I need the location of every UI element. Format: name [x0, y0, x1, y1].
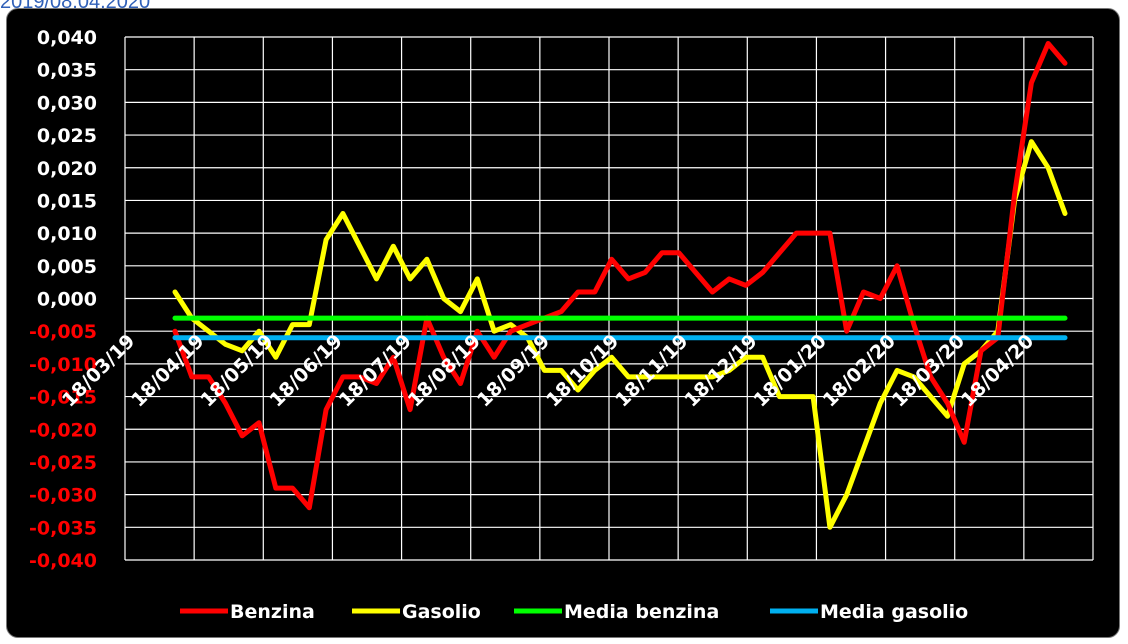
y-tick-label: 0,035: [37, 60, 97, 82]
y-tick-label: -0,030: [29, 485, 97, 507]
y-tick-label: -0,025: [29, 452, 97, 474]
legend-label: Gasolio: [402, 601, 481, 623]
y-tick-label: -0,020: [29, 419, 97, 441]
x-tick-label: 18/04/20: [957, 330, 1038, 411]
y-tick-label: -0,040: [29, 550, 97, 572]
series-line-gasolio: [172, 139, 1068, 530]
legend-label: Media gasolio: [820, 601, 968, 623]
y-tick-label: -0,035: [29, 517, 97, 539]
series-layer: [172, 41, 1068, 530]
x-tick-label: 18/02/20: [819, 330, 900, 411]
series-line-benzina: [172, 41, 1068, 511]
x-tick-label: 18/05/19: [196, 330, 277, 411]
legend-label: Media benzina: [564, 601, 719, 623]
y-tick-label: 0,000: [37, 289, 97, 311]
legend: Benzina Gasolio Media benzina Media gasolio: [180, 601, 968, 623]
legend-label: Benzina: [230, 601, 315, 623]
chart-panel: [6, 8, 1120, 638]
y-tick-label: -0,015: [29, 387, 97, 409]
y-tick-label: 0,030: [37, 92, 97, 114]
y-tick-label: 0,025: [37, 125, 97, 147]
x-tick-label: 18/12/19: [680, 330, 761, 411]
x-tick-label: 18/01/20: [749, 330, 830, 411]
y-tick-label: 0,020: [37, 158, 97, 180]
y-tick-label: -0,010: [29, 354, 97, 376]
x-tick-label: 18/04/19: [127, 330, 208, 411]
x-tick-label: 18/07/19: [335, 330, 416, 411]
y-tick-label: 0,005: [37, 256, 97, 278]
y-tick-label: 0,015: [37, 190, 97, 212]
y-tick-label: 0,010: [37, 223, 97, 245]
y-tick-label: -0,005: [29, 321, 97, 343]
y-axis-ticks: 0,040 0,035 0,030 0,025 0,020 0,015 0,010 0,005…: [29, 27, 97, 572]
grid: [124, 36, 1094, 561]
y-tick-label: 0,040: [37, 27, 97, 49]
x-tick-label: 18/06/19: [265, 330, 346, 411]
